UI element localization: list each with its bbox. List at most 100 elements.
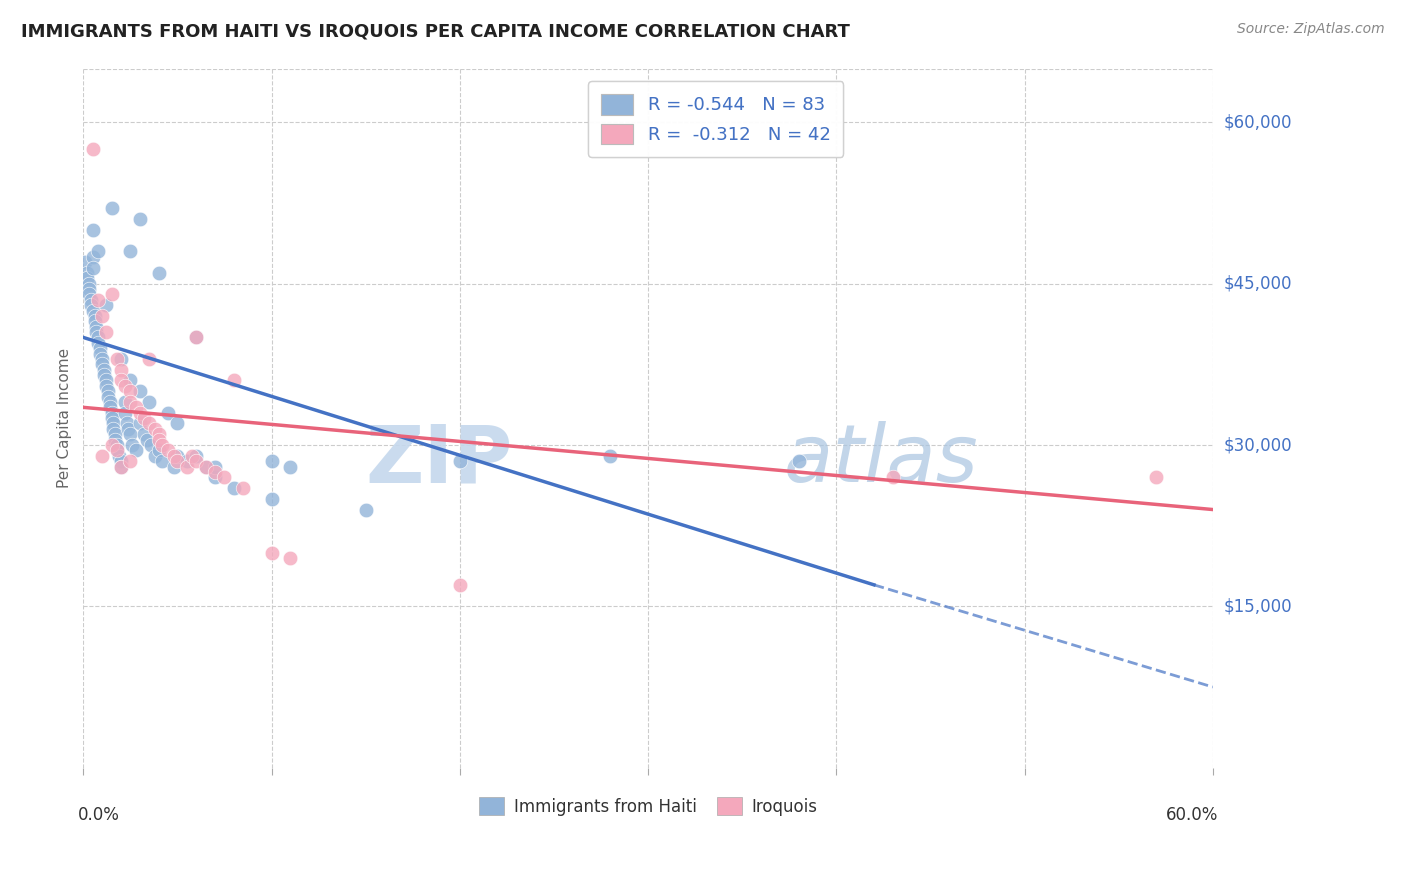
Point xyxy=(114,379,136,393)
Point xyxy=(83,309,105,323)
Point xyxy=(100,202,122,216)
Point xyxy=(110,351,132,366)
Point xyxy=(194,459,217,474)
Point xyxy=(128,406,150,420)
Text: IMMIGRANTS FROM HAITI VS IROQUOIS PER CAPITA INCOME CORRELATION CHART: IMMIGRANTS FROM HAITI VS IROQUOIS PER CA… xyxy=(21,22,851,40)
Point xyxy=(156,443,179,458)
Point xyxy=(94,298,117,312)
Point xyxy=(77,282,100,296)
Point xyxy=(89,346,111,360)
Point xyxy=(82,303,104,318)
Point xyxy=(100,406,122,420)
Point xyxy=(77,287,100,301)
Point xyxy=(787,454,810,468)
Point xyxy=(87,293,110,307)
Point xyxy=(280,459,302,474)
Point xyxy=(100,287,122,301)
Point xyxy=(139,438,162,452)
Point xyxy=(260,545,283,559)
Point xyxy=(110,454,132,468)
Point xyxy=(148,433,170,447)
Point xyxy=(136,433,159,447)
Point xyxy=(104,427,127,442)
Point xyxy=(163,449,186,463)
Point xyxy=(120,395,142,409)
Point xyxy=(97,390,120,404)
Point xyxy=(148,266,170,280)
Point xyxy=(105,351,128,366)
Point xyxy=(125,401,148,415)
Point xyxy=(91,449,114,463)
Point xyxy=(82,142,104,156)
Point xyxy=(100,411,122,425)
Point xyxy=(110,459,132,474)
Point xyxy=(86,319,108,334)
Point xyxy=(156,406,179,420)
Text: atlas: atlas xyxy=(783,421,979,499)
Point xyxy=(260,454,283,468)
Point xyxy=(186,330,208,344)
Point xyxy=(166,454,188,468)
Point xyxy=(100,438,122,452)
Point xyxy=(104,433,127,447)
Point xyxy=(166,417,188,431)
Point xyxy=(87,330,110,344)
Text: 60.0%: 60.0% xyxy=(1166,806,1219,824)
Point xyxy=(83,314,105,328)
Point xyxy=(110,459,132,474)
Point xyxy=(186,330,208,344)
Point xyxy=(105,438,128,452)
Point xyxy=(120,384,142,399)
Point xyxy=(148,427,170,442)
Point xyxy=(87,244,110,259)
Point xyxy=(599,449,621,463)
Point xyxy=(108,449,131,463)
Point xyxy=(166,449,188,463)
Point xyxy=(176,454,198,468)
Point xyxy=(76,266,98,280)
Point xyxy=(75,255,97,269)
Text: 0.0%: 0.0% xyxy=(77,806,120,824)
Point xyxy=(82,223,104,237)
Point xyxy=(89,341,111,355)
Point xyxy=(97,384,120,399)
Point xyxy=(86,325,108,339)
Point xyxy=(98,401,121,415)
Text: Source: ZipAtlas.com: Source: ZipAtlas.com xyxy=(1237,22,1385,37)
Point xyxy=(120,454,142,468)
Point xyxy=(222,481,245,495)
Point xyxy=(138,417,160,431)
Point xyxy=(120,244,142,259)
Point xyxy=(143,422,166,436)
Point xyxy=(94,374,117,388)
Point xyxy=(176,459,198,474)
Point xyxy=(115,417,138,431)
Point xyxy=(105,443,128,458)
Point xyxy=(449,578,471,592)
Point xyxy=(128,212,150,227)
Point xyxy=(143,449,166,463)
Point xyxy=(186,449,208,463)
Point xyxy=(138,351,160,366)
Point xyxy=(105,443,128,458)
Y-axis label: Per Capita Income: Per Capita Income xyxy=(58,348,72,488)
Point xyxy=(163,459,186,474)
Point xyxy=(138,395,160,409)
Point xyxy=(194,459,217,474)
Point xyxy=(80,298,103,312)
Point xyxy=(181,449,204,463)
Point xyxy=(204,465,226,479)
Text: $30,000: $30,000 xyxy=(1225,436,1292,454)
Text: $15,000: $15,000 xyxy=(1225,598,1292,615)
Point xyxy=(98,395,121,409)
Point xyxy=(103,422,125,436)
Point xyxy=(150,454,173,468)
Point xyxy=(117,422,139,436)
Point xyxy=(80,293,103,307)
Point xyxy=(94,379,117,393)
Point xyxy=(222,374,245,388)
Point xyxy=(280,551,302,566)
Point xyxy=(93,362,115,376)
Point xyxy=(120,427,142,442)
Point xyxy=(354,502,377,516)
